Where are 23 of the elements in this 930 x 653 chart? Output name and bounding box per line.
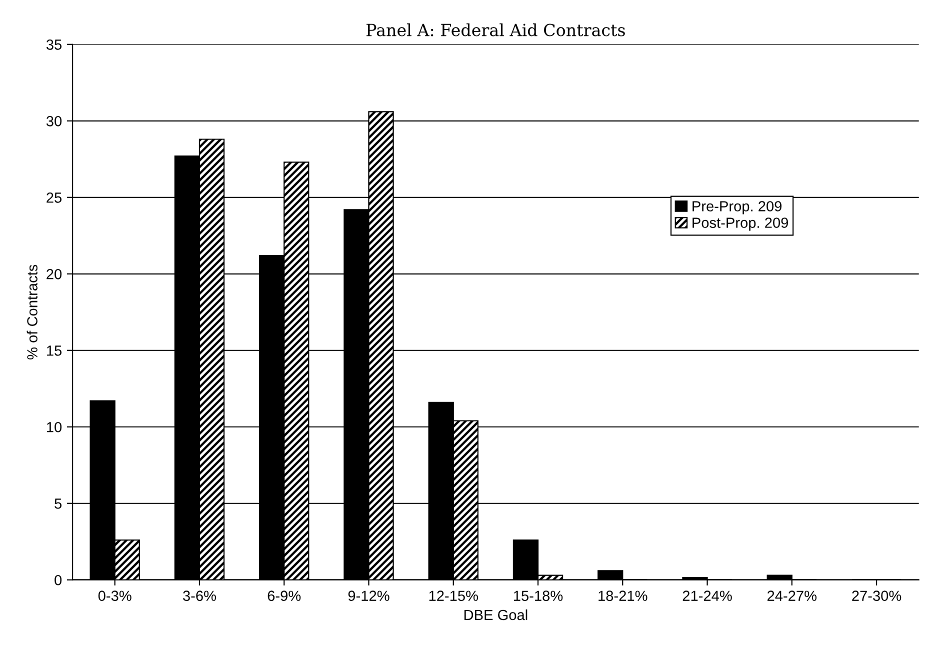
y-tick-label: 10: [47, 422, 62, 432]
x-tick-label: 27-30%: [852, 590, 902, 601]
y-tick-label: 30: [46, 116, 62, 126]
x-tick-label: 18-21%: [598, 590, 648, 601]
x-tick-label: 24-27%: [767, 590, 817, 601]
x-tick-label: 21-24%: [682, 590, 732, 601]
x-tick-label: 3-6%: [183, 590, 216, 601]
y-tick-label: 5: [54, 498, 62, 509]
x-axis-title: DBE Goal: [464, 609, 528, 620]
x-tick-label: 12-15%: [429, 590, 478, 601]
y-tick-label: 20: [46, 268, 62, 280]
legend-label: Post-Prop. 209: [692, 218, 788, 231]
y-tick-label: 0: [54, 574, 62, 586]
x-tick-label: 15-18%: [514, 590, 563, 601]
y-tick-label: 15: [47, 346, 62, 356]
legend-label: Pre-Prop. 209: [692, 201, 782, 214]
y-tick-label: 25: [46, 192, 62, 203]
chart-title: Panel A: Federal Aid Contracts: [366, 23, 625, 36]
x-tick-label: 9-12%: [348, 590, 390, 601]
x-tick-label: 0-3%: [98, 590, 132, 601]
y-tick-label: 35: [46, 40, 62, 50]
y-axis-title: % of Contracts: [26, 264, 38, 360]
x-tick-label: 6-9%: [268, 590, 301, 601]
